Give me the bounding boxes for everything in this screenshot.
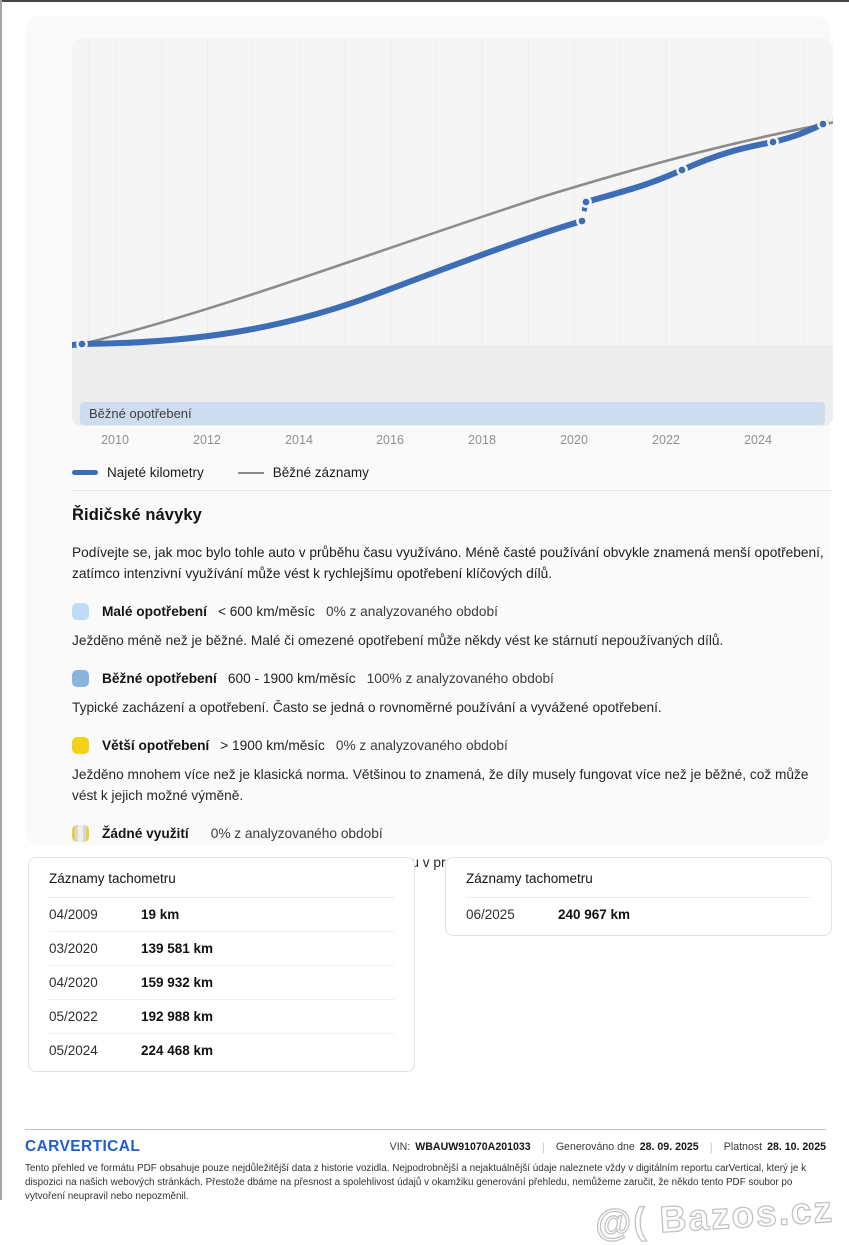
wear-item-low: Malé opotřebení < 600 km/měsíc 0% z anal… bbox=[72, 600, 835, 651]
mileage-record-dots bbox=[76, 118, 829, 350]
wear-range: 600 - 1900 km/měsíc bbox=[227, 670, 356, 686]
mileage-line-segment-1 bbox=[72, 218, 585, 348]
odometer-table-right: Záznamy tachometru 06/2025 240 967 km bbox=[445, 857, 832, 936]
wear-label: Běžné opotřebení bbox=[102, 670, 217, 686]
meta-separator: | bbox=[709, 1140, 713, 1154]
x-tick-2020: 2020 bbox=[560, 433, 588, 447]
wear-share: 0% z analyzovaného období bbox=[210, 825, 383, 841]
meta-separator: | bbox=[541, 1140, 545, 1154]
driving-habits-title: Řidičské návyky bbox=[72, 506, 202, 524]
record-date: 04/2009 bbox=[49, 907, 98, 922]
odometer-tables: Záznamy tachometru 04/2009 19 km 03/2020… bbox=[28, 857, 832, 1072]
wear-share: 0% z analyzovaného období bbox=[325, 603, 498, 619]
high-wear-swatch bbox=[72, 736, 89, 754]
wear-item-none-head: Žádné využití 0% z analyzovaného období bbox=[72, 822, 835, 844]
odometer-table-left: Záznamy tachometru 04/2009 19 km 03/2020… bbox=[28, 857, 415, 1072]
footer: CARVERTICAL VIN: WBAUW91070A201033 | Gen… bbox=[25, 1129, 836, 1245]
record-date: 06/2025 bbox=[466, 907, 515, 922]
legend-item-mileage: Najeté kilometry bbox=[72, 465, 204, 480]
footer-disclaimer: Tento přehled ve formátu PDF obsahuje po… bbox=[25, 1163, 807, 1202]
carvertical-logo: CARVERTICAL bbox=[25, 1138, 141, 1155]
wear-desc: Ježděno mnohem více než je klasická norm… bbox=[72, 767, 809, 803]
chart-lines bbox=[72, 117, 833, 350]
mileage-line-swatch bbox=[72, 470, 98, 475]
footer-meta-row: CARVERTICAL VIN: WBAUW91070A201033 | Gen… bbox=[25, 1138, 826, 1156]
record-km: 159 932 km bbox=[141, 975, 214, 990]
wear-item-normal-head: Běžné opotřebení 600 - 1900 km/měsíc 100… bbox=[72, 667, 835, 689]
record-km: 192 988 km bbox=[141, 1009, 214, 1024]
wear-range: < 600 km/měsíc bbox=[217, 603, 315, 619]
table-title: Záznamy tachometru bbox=[49, 858, 394, 898]
chart-x-axis: 2010 2012 2014 2016 2018 2020 2022 2024 bbox=[25, 433, 849, 449]
x-tick-2024: 2024 bbox=[744, 433, 772, 447]
wear-label: Větší opotřebení bbox=[102, 737, 210, 753]
x-tick-2018: 2018 bbox=[468, 433, 496, 447]
record-km: 139 581 km bbox=[141, 941, 214, 956]
wear-label: Malé opotřebení bbox=[102, 603, 207, 619]
table-title: Záznamy tachometru bbox=[466, 858, 811, 898]
screenshot-top-edge bbox=[0, 0, 849, 2]
x-tick-2012: 2012 bbox=[193, 433, 221, 447]
wear-item-normal: Běžné opotřebení 600 - 1900 km/měsíc 100… bbox=[72, 667, 835, 718]
record-date: 04/2020 bbox=[49, 975, 98, 990]
mileage-line-segment-2 bbox=[583, 121, 826, 205]
table-row: 06/2025 240 967 km bbox=[466, 898, 811, 935]
wear-item-high: Větší opotřebení > 1900 km/měsíc 0% z an… bbox=[72, 734, 835, 806]
wear-share: 0% z analyzovaného období bbox=[335, 737, 508, 753]
normal-wear-band: Běžné opotřebení bbox=[80, 402, 825, 425]
driving-habits-intro: Podívejte se, jak moc bylo tohle auto v … bbox=[72, 545, 824, 581]
x-tick-2014: 2014 bbox=[285, 433, 313, 447]
legend-item-records: Běžné záznamy bbox=[237, 465, 369, 480]
x-tick-2016: 2016 bbox=[376, 433, 404, 447]
x-tick-2010: 2010 bbox=[101, 433, 129, 447]
normal-wear-band-label: Běžné opotřebení bbox=[89, 406, 192, 421]
vin-value: WBAUW91070A201033 bbox=[415, 1141, 531, 1153]
table-row: 04/2009 19 km bbox=[49, 898, 394, 932]
driving-habits-section: Řidičské návyky Podívejte se, jak moc by… bbox=[72, 506, 835, 894]
record-km: 224 468 km bbox=[141, 1043, 214, 1058]
no-usage-swatch bbox=[72, 824, 89, 842]
generated-label: Generováno dne bbox=[555, 1141, 635, 1153]
wear-desc: Ježděno méně než je běžné. Malé či omeze… bbox=[72, 633, 724, 648]
vin-label: VIN: bbox=[389, 1141, 411, 1153]
validity-date: 28. 10. 2025 bbox=[767, 1141, 826, 1153]
x-tick-2022: 2022 bbox=[652, 433, 680, 447]
wear-share: 100% z analyzovaného období bbox=[366, 670, 554, 686]
low-wear-swatch bbox=[72, 602, 89, 620]
section-divider bbox=[72, 490, 833, 491]
table-row: 03/2020 139 581 km bbox=[49, 932, 394, 966]
record-km: 240 967 km bbox=[558, 907, 631, 922]
normal-wear-swatch bbox=[72, 669, 89, 687]
table-row: 04/2020 159 932 km bbox=[49, 966, 394, 1000]
wear-label: Žádné využití bbox=[102, 825, 189, 841]
mileage-chart: Běžné opotřebení bbox=[72, 38, 833, 426]
screenshot-left-edge bbox=[0, 0, 2, 1200]
record-km: 19 km bbox=[141, 907, 180, 922]
report-card: Běžné opotřebení 2010 2012 2014 2016 2 bbox=[25, 16, 833, 891]
table-row: 05/2022 192 988 km bbox=[49, 1000, 394, 1034]
legend-records-label: Běžné záznamy bbox=[272, 465, 369, 480]
table-row: 05/2024 224 468 km bbox=[49, 1034, 394, 1071]
wear-item-high-head: Větší opotřebení > 1900 km/měsíc 0% z an… bbox=[72, 734, 835, 756]
wear-range: > 1900 km/měsíc bbox=[220, 737, 325, 753]
legend-mileage-label: Najeté kilometry bbox=[107, 465, 204, 480]
wear-desc: Typické zacházení a opotřebení. Často se… bbox=[72, 700, 662, 715]
records-line-swatch bbox=[237, 471, 264, 474]
validity-label: Platnost bbox=[723, 1141, 763, 1153]
wear-item-low-head: Malé opotřebení < 600 km/měsíc 0% z anal… bbox=[72, 600, 835, 622]
record-date: 03/2020 bbox=[49, 941, 98, 956]
record-date: 05/2022 bbox=[49, 1009, 98, 1024]
record-date: 05/2024 bbox=[49, 1043, 98, 1058]
generated-date: 28. 09. 2025 bbox=[639, 1141, 699, 1153]
footer-meta: VIN: WBAUW91070A201033 | Generováno dne … bbox=[390, 1140, 826, 1154]
records-line bbox=[81, 121, 833, 346]
chart-legend: Najeté kilometry Běžné záznamy bbox=[72, 465, 369, 480]
